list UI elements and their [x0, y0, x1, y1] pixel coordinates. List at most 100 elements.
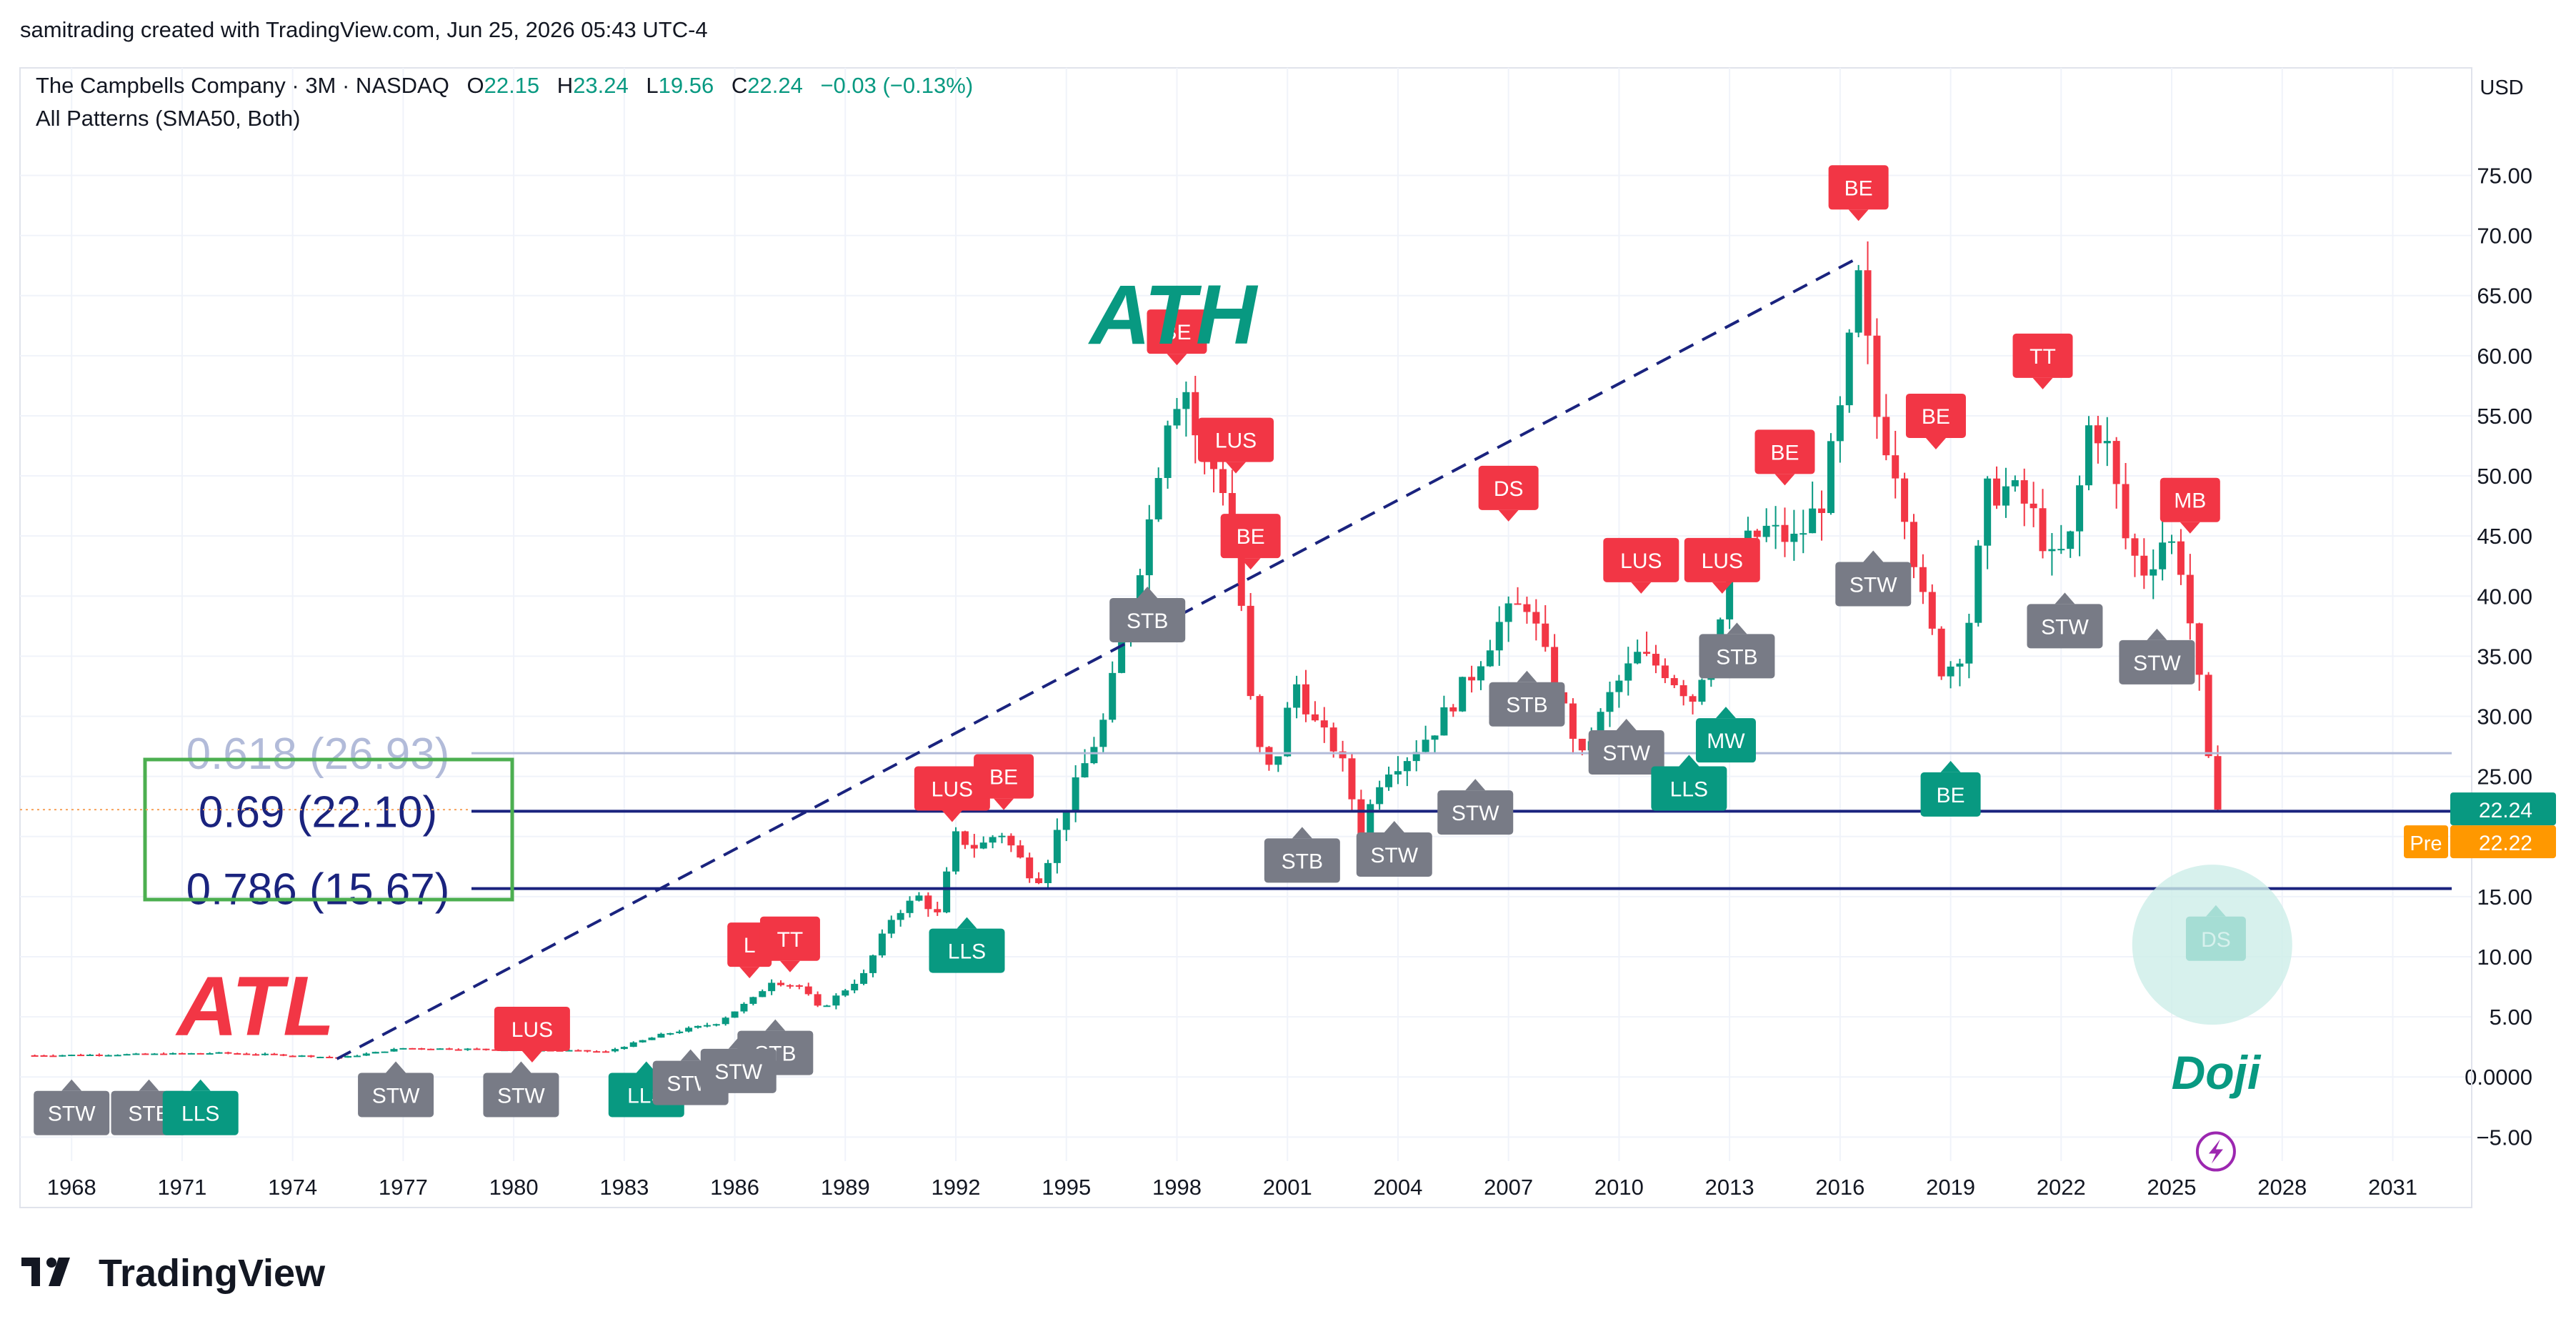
pattern-tag[interactable]: STB: [1699, 622, 1775, 679]
pattern-tag[interactable]: STW: [1588, 719, 1664, 775]
pattern-tag[interactable]: STW: [358, 1061, 434, 1118]
pattern-tag[interactable]: MB: [2160, 477, 2220, 534]
pattern-tag[interactable]: TT: [759, 916, 820, 972]
x-tick-label: 1971: [157, 1175, 206, 1200]
pattern-tag[interactable]: STB: [1264, 827, 1340, 883]
y-tick-label: 5.00: [2490, 1005, 2532, 1030]
candle-body: [473, 1048, 481, 1050]
candle-body: [1873, 335, 1881, 417]
x-tick-label: 2025: [2147, 1175, 2197, 1200]
pattern-tag[interactable]: BE: [1754, 429, 1815, 486]
pattern-tag-pointer: [2180, 522, 2200, 534]
pattern-tag-pointer: [386, 1061, 406, 1073]
symbol-legend[interactable]: The Campbells Company · 3M · NASDAQ O22.…: [36, 73, 973, 98]
pattern-tag-label: STW: [1370, 844, 1418, 867]
pattern-tag[interactable]: STB: [1489, 670, 1565, 727]
last-price-badge: [2450, 792, 2556, 826]
pattern-tag-label: LLS: [1670, 777, 1708, 801]
candle-body: [1035, 878, 1043, 883]
candle-body: [2168, 541, 2176, 543]
candle-body: [1624, 663, 1632, 681]
candle-body: [1477, 666, 1484, 681]
high-label: H: [557, 73, 573, 98]
candle-body: [1937, 628, 1945, 677]
candle-body: [832, 995, 840, 1006]
pattern-tag-pointer: [1940, 760, 1961, 772]
candle-body: [2094, 425, 2102, 444]
pattern-tag[interactable]: STW: [2027, 592, 2103, 649]
fib-level-label: 0.69 (22.10): [199, 787, 437, 837]
candle-body: [1109, 672, 1117, 720]
candle-body: [1882, 417, 1890, 456]
pattern-tag[interactable]: LUS: [1603, 537, 1679, 594]
indicator-legend[interactable]: All Patterns (SMA50, Both): [36, 106, 300, 131]
candle-body: [1173, 409, 1181, 426]
candle-body: [132, 1053, 140, 1055]
change-value: −0.03 (−0.13%): [820, 73, 973, 98]
candle-body: [1182, 392, 1190, 409]
pattern-tag[interactable]: STW: [700, 1037, 777, 1093]
pattern-tag[interactable]: STW: [1356, 821, 1432, 877]
pattern-tag[interactable]: LLS: [162, 1079, 239, 1135]
candle-body: [353, 1055, 361, 1057]
pattern-tag[interactable]: STB: [1109, 586, 1186, 642]
pattern-tag[interactable]: LUS: [494, 1006, 570, 1062]
currency-label[interactable]: USD: [2480, 76, 2523, 99]
pre-price-badge: [2450, 825, 2556, 859]
chart-header: samitrading created with TradingView.com…: [20, 17, 2524, 131]
pattern-tag-box: [162, 1090, 239, 1135]
candle-body: [2011, 480, 2019, 487]
pattern-tag-pointer: [739, 967, 760, 979]
pattern-tag[interactable]: STW: [1437, 779, 1514, 835]
pattern-tag-label: TT: [2030, 345, 2056, 369]
pre-price-value: 22.22: [2479, 832, 2532, 855]
candle-body: [1403, 761, 1411, 772]
pattern-tag-box: [1198, 417, 1274, 462]
candle-body: [574, 1050, 582, 1052]
candle-body: [1606, 692, 1614, 712]
pattern-tag[interactable]: BE: [974, 754, 1034, 810]
pattern-tag[interactable]: LUS: [1684, 537, 1760, 594]
tradingview-brand[interactable]: TradingView: [21, 1252, 326, 1295]
pattern-tag[interactable]: LLS: [929, 917, 1005, 973]
candle-body: [2002, 486, 2010, 506]
pattern-tag-label: BE: [1844, 176, 1873, 200]
candle-body: [1081, 763, 1089, 777]
pattern-tag[interactable]: LLS: [1651, 755, 1727, 811]
candle-body: [1984, 478, 1992, 546]
plot-frame: [19, 67, 2472, 1208]
pattern-tag[interactable]: BE: [1828, 165, 1889, 222]
pattern-tag[interactable]: BE: [1905, 393, 1966, 449]
candle-body: [316, 1057, 324, 1059]
pattern-tag-pointer: [1774, 474, 1795, 486]
pattern-tag[interactable]: DS: [1478, 465, 1539, 522]
pattern-tag[interactable]: LUS: [914, 766, 990, 822]
candle-body: [1376, 787, 1384, 805]
x-tick-label: 2028: [2257, 1175, 2307, 1200]
candle-body: [1099, 720, 1107, 747]
pattern-tag[interactable]: STW: [483, 1061, 559, 1118]
pre-market-tag: [2404, 825, 2448, 859]
pattern-tag[interactable]: LUS: [1198, 417, 1274, 474]
candle-body: [1118, 639, 1126, 673]
pattern-tag[interactable]: STW: [1835, 550, 1912, 607]
pattern-tag-box: [1828, 165, 1889, 210]
pattern-tag[interactable]: BE: [1920, 760, 1981, 817]
candle-body: [1542, 623, 1549, 647]
candle-body: [1634, 652, 1642, 664]
pattern-tag-label: STW: [1452, 802, 1499, 825]
pattern-tag-pointer: [728, 1037, 749, 1049]
pattern-tag-label: STB: [1282, 850, 1323, 873]
lightning-icon[interactable]: [2195, 1131, 2236, 1172]
pattern-tag-label: STW: [2041, 615, 2089, 639]
pattern-tag[interactable]: MW: [1695, 707, 1756, 763]
candle-body: [1164, 425, 1172, 478]
pattern-tag[interactable]: BE: [1220, 514, 1281, 570]
pattern-tag-box: [2119, 639, 2195, 685]
pattern-tag[interactable]: STW: [2119, 628, 2195, 685]
candle-body: [243, 1053, 251, 1055]
pattern-tag[interactable]: STW: [34, 1079, 110, 1135]
pattern-tag[interactable]: BE: [1147, 309, 1207, 366]
pattern-tag[interactable]: TT: [2012, 333, 2073, 389]
